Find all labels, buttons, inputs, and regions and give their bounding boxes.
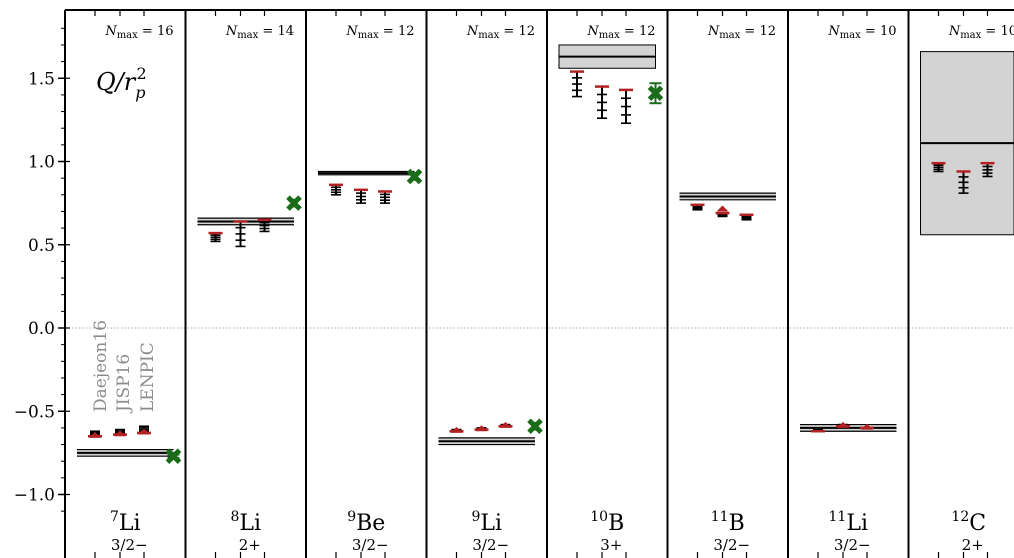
nmax-label-sub: max bbox=[960, 30, 981, 41]
nmax-label-symbol: N bbox=[948, 24, 961, 39]
experiment-point bbox=[527, 418, 543, 435]
theory-marker bbox=[475, 425, 488, 432]
nucleus-label: 11B bbox=[711, 509, 745, 536]
nmax-label-symbol: N bbox=[466, 24, 479, 39]
nmax-label-sub: max bbox=[117, 30, 138, 41]
y-axis-label-main: Q/r bbox=[96, 68, 137, 96]
y-tick-label: 1.0 bbox=[28, 153, 55, 173]
nucleus-symbol: Li bbox=[119, 511, 141, 536]
nucleus-symbol: Li bbox=[239, 511, 261, 536]
nmax-label-value: = 12 bbox=[499, 24, 535, 39]
spin-parity-label: 3/2− bbox=[713, 536, 750, 554]
nmax-label: Nmax = 16 bbox=[104, 24, 173, 41]
theory-marker bbox=[114, 430, 126, 437]
theory-marker bbox=[89, 431, 101, 438]
nmax-label: Nmax = 12 bbox=[345, 24, 414, 41]
experiment-point bbox=[286, 195, 302, 211]
experimental-bands bbox=[77, 44, 1014, 457]
nucleus-symbol: Be bbox=[356, 511, 385, 536]
y-tick-label: 0.0 bbox=[28, 319, 55, 339]
experiment-point bbox=[406, 168, 423, 185]
nucleus-symbol: B bbox=[608, 511, 624, 536]
nucleus-symbol: Li bbox=[480, 511, 502, 536]
nucleus-mass-number: 11 bbox=[829, 509, 847, 525]
nmax-label-value: = 12 bbox=[379, 24, 415, 39]
nucleus-label: 9Be bbox=[347, 509, 385, 536]
nmax-label-symbol: N bbox=[586, 24, 599, 39]
nucleus-symbol: B bbox=[729, 511, 745, 536]
nmax-label-symbol: N bbox=[827, 24, 840, 39]
nmax-label: Nmax = 12 bbox=[707, 24, 776, 41]
theory-marker bbox=[450, 426, 463, 433]
y-tick-label: −0.5 bbox=[14, 402, 55, 422]
nmax-label-sub: max bbox=[599, 30, 620, 41]
interaction-label-lenpic: LENPIC bbox=[138, 342, 158, 412]
nmax-label-value: = 10 bbox=[981, 24, 1014, 39]
panel-frames bbox=[58, 9, 1014, 558]
nmax-label-sub: max bbox=[237, 30, 258, 41]
nmax-label-symbol: N bbox=[345, 24, 358, 39]
nmax-label-value: = 12 bbox=[620, 24, 656, 39]
nmax-label-value: = 14 bbox=[258, 24, 294, 39]
nmax-label-symbol: N bbox=[104, 24, 117, 39]
nmax-label-sub: max bbox=[719, 30, 740, 41]
data-marks bbox=[88, 70, 995, 464]
nucleus-label: 7Li bbox=[110, 509, 141, 536]
experiment-point bbox=[647, 85, 664, 102]
y-axis-label-sub: p bbox=[135, 83, 145, 102]
spin-parity-label: 2+ bbox=[962, 536, 984, 554]
nucleus-label: 10B bbox=[590, 509, 624, 536]
nucleus-label: 11Li bbox=[829, 509, 868, 536]
nucleus-symbol: Li bbox=[846, 511, 868, 536]
nmax-label-sub: max bbox=[478, 30, 499, 41]
nmax-label: Nmax = 10 bbox=[827, 24, 896, 41]
nmax-label-symbol: N bbox=[707, 24, 720, 39]
nucleus-mass-number: 10 bbox=[590, 509, 608, 525]
nucleus-mass-number: 12 bbox=[951, 509, 969, 525]
nmax-label-sub: max bbox=[358, 30, 379, 41]
nucleus-symbol: C bbox=[969, 511, 986, 536]
y-tick-label: −1.0 bbox=[14, 486, 55, 506]
y-axis-label-sup: 2 bbox=[136, 64, 146, 83]
nucleus-mass-number: 11 bbox=[711, 509, 729, 525]
y-tick-label: 1.5 bbox=[28, 69, 55, 89]
spin-parity-label: 3/2− bbox=[111, 536, 148, 554]
theory-marker bbox=[837, 421, 849, 428]
nmax-label: Nmax = 10 bbox=[948, 24, 1014, 41]
nmax-label: Nmax = 14 bbox=[225, 24, 294, 41]
nucleus-label: 8Li bbox=[230, 509, 261, 536]
theory-marker bbox=[499, 421, 512, 428]
interaction-label-daejeon16: Daejeon16 bbox=[91, 320, 111, 412]
nucleus-label: 12C bbox=[951, 509, 986, 536]
y-axis-label: Q/rp2 bbox=[96, 64, 147, 102]
nmax-label-value: = 10 bbox=[861, 24, 897, 39]
nmax-label-value: = 16 bbox=[138, 24, 174, 39]
nmax-label: Nmax = 12 bbox=[466, 24, 535, 41]
nucleus-mass-number: 8 bbox=[230, 509, 239, 525]
nucleus-mass-number: 9 bbox=[471, 509, 480, 525]
y-tick-label: 0.5 bbox=[28, 236, 55, 256]
spin-parity-label: 3/2− bbox=[352, 536, 389, 554]
interaction-label-jisp16: JISP16 bbox=[114, 354, 134, 414]
theory-marker bbox=[861, 423, 873, 430]
nucleus-label: 9Li bbox=[471, 509, 502, 536]
nmax-label-value: = 12 bbox=[740, 24, 776, 39]
nmax-label: Nmax = 12 bbox=[586, 24, 655, 41]
theory-marker bbox=[138, 428, 150, 435]
spin-parity-label: 2+ bbox=[239, 536, 261, 554]
nmax-label-symbol: N bbox=[225, 24, 238, 39]
spin-parity-label: 3/2− bbox=[472, 536, 509, 554]
spin-parity-label: 3/2− bbox=[834, 536, 871, 554]
nmax-label-sub: max bbox=[840, 30, 861, 41]
theory-marker bbox=[716, 205, 729, 212]
experiment-point bbox=[165, 448, 182, 464]
chart-labels: −1.0 −0.5 0.0 0.5 1.0 1.5 Q/rp2 Daejeon16 JISP16… bbox=[14, 24, 1014, 554]
spin-parity-label: 3+ bbox=[600, 536, 622, 554]
nucleus-mass-number: 7 bbox=[110, 509, 119, 525]
nucleus-mass-number: 9 bbox=[347, 509, 356, 525]
